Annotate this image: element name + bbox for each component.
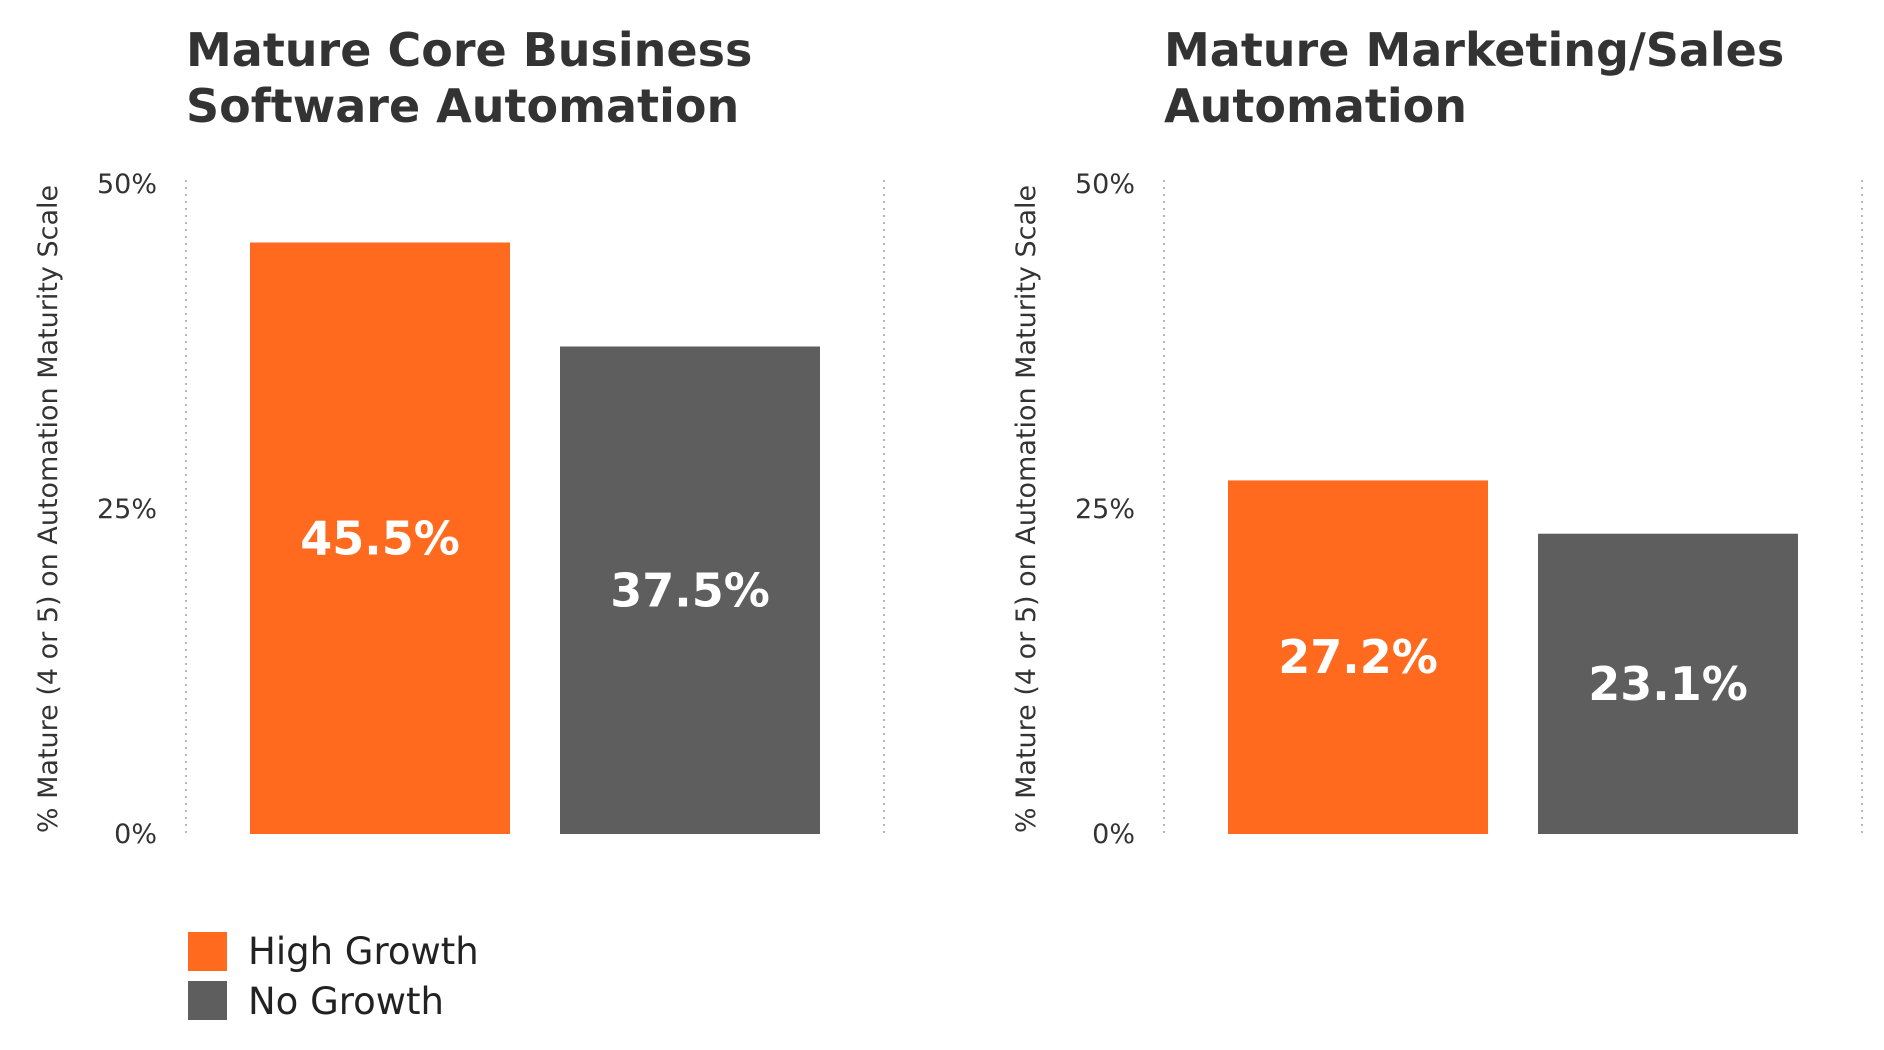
legend-label-high-growth: High Growth [248, 930, 479, 973]
bar-value-label-high-growth: 27.2% [1278, 630, 1438, 684]
bar-high-growth [250, 242, 510, 834]
chart-title-line: Mature Marketing/Sales [1164, 23, 1784, 77]
y-axis-title: % Mature (4 or 5) on Automation Maturity… [1011, 185, 1042, 833]
legend-swatch-no-growth [188, 981, 227, 1020]
bar-value-label-high-growth: 45.5% [300, 511, 460, 565]
y-tick-label: 0% [1092, 819, 1135, 850]
y-tick-label: 0% [114, 819, 157, 850]
bar-no-growth [1538, 533, 1798, 834]
chart-title-line: Mature Core Business [186, 23, 752, 77]
bar-no-growth [560, 346, 820, 834]
y-tick-label: 25% [97, 494, 157, 525]
y-axis-title: % Mature (4 or 5) on Automation Maturity… [33, 185, 64, 833]
bar-value-label-no-growth: 37.5% [610, 563, 770, 617]
y-tick-label: 50% [97, 169, 157, 200]
legend: High Growth No Growth [188, 930, 479, 1023]
chart-title-line: Automation [1164, 79, 1467, 133]
bar-value-label-no-growth: 23.1% [1588, 657, 1748, 711]
chart-title-line: Software Automation [186, 79, 739, 133]
legend-swatch-high-growth [188, 932, 227, 971]
legend-label-no-growth: No Growth [248, 980, 444, 1023]
y-tick-label: 50% [1075, 169, 1135, 200]
y-tick-label: 25% [1075, 494, 1135, 525]
bar-high-growth [1228, 480, 1488, 834]
